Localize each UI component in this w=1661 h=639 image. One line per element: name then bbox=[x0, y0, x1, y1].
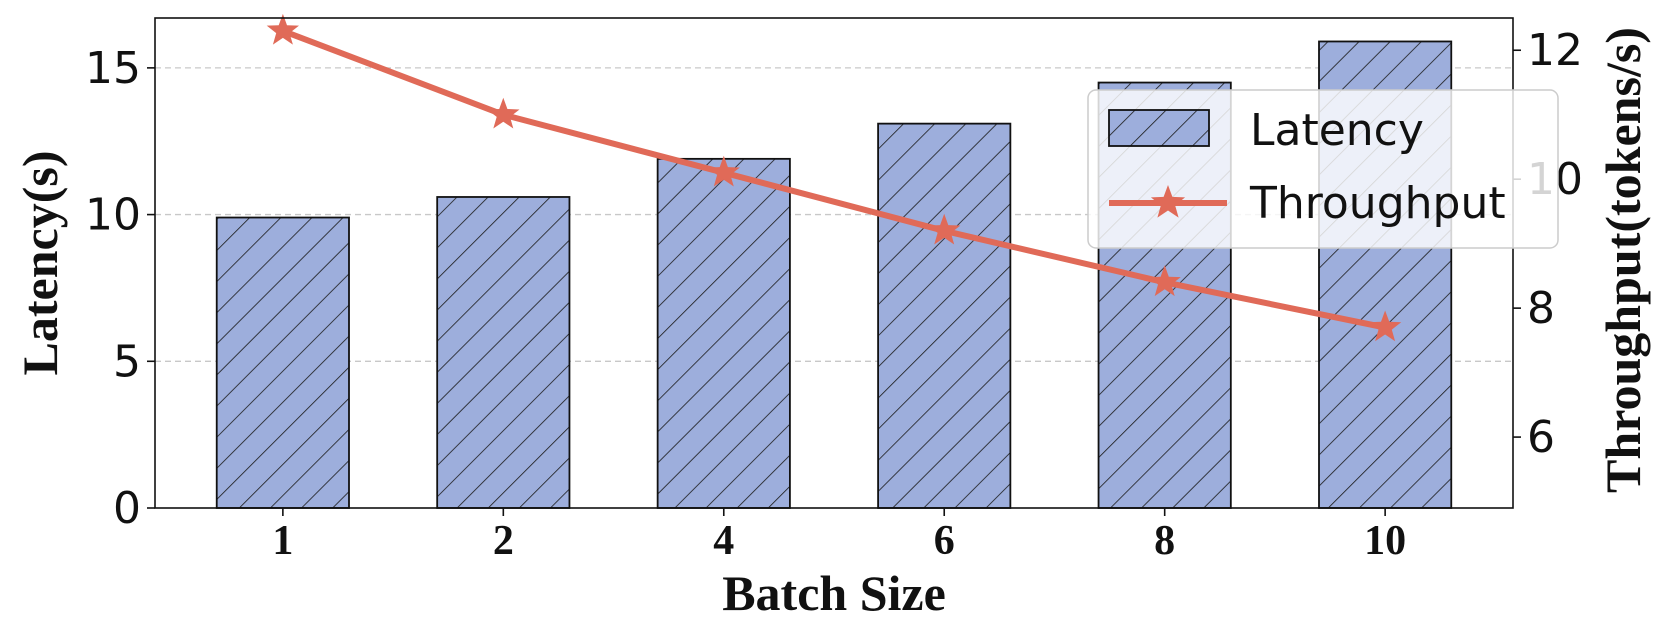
throughput-point bbox=[487, 97, 520, 129]
left-tick-label: 15 bbox=[85, 43, 141, 94]
legend-throughput-label: Throughput bbox=[1249, 178, 1506, 229]
legend-latency-label: Latency bbox=[1250, 105, 1424, 156]
plot-frame bbox=[154, 17, 1514, 509]
legend-latency-swatch bbox=[1108, 109, 1210, 147]
legend: Latency Throughput bbox=[1087, 89, 1559, 249]
right-tick-label: 12 bbox=[1527, 25, 1583, 76]
latency-bar bbox=[877, 122, 1012, 509]
latency-bar bbox=[215, 216, 350, 509]
right-tick-label: 8 bbox=[1527, 283, 1555, 334]
left-tick-label: 0 bbox=[113, 483, 141, 534]
right-tick-label: 6 bbox=[1527, 412, 1555, 463]
throughput-point bbox=[707, 155, 740, 187]
throughput-point bbox=[266, 13, 299, 45]
x-tick-label: 8 bbox=[1154, 518, 1175, 564]
left-tick-label: 5 bbox=[113, 336, 141, 387]
latency-bar bbox=[656, 157, 791, 509]
throughput-point bbox=[1369, 310, 1402, 342]
left-axis-title: Latency(s) bbox=[12, 151, 68, 376]
throughput-series bbox=[266, 13, 1402, 342]
x-tick-label: 10 bbox=[1364, 518, 1406, 564]
legend-throughput-star bbox=[1150, 185, 1186, 218]
throughput-point bbox=[928, 213, 961, 245]
throughput-point bbox=[1148, 265, 1181, 297]
right-axis-title: Throughput(tokens/s) bbox=[1595, 27, 1651, 493]
x-tick-label: 1 bbox=[272, 518, 293, 564]
throughput-line bbox=[281, 28, 1386, 331]
x-axis-ticks: 1 2 4 6 8 10 bbox=[272, 508, 1406, 564]
x-axis-title: Batch Size bbox=[722, 565, 946, 621]
left-axis-ticks: 0 5 10 15 bbox=[85, 43, 155, 534]
x-tick-label: 4 bbox=[713, 518, 734, 564]
x-tick-label: 2 bbox=[493, 518, 514, 564]
latency-bar bbox=[436, 196, 571, 509]
left-tick-label: 10 bbox=[85, 190, 141, 241]
x-tick-label: 6 bbox=[934, 518, 955, 564]
